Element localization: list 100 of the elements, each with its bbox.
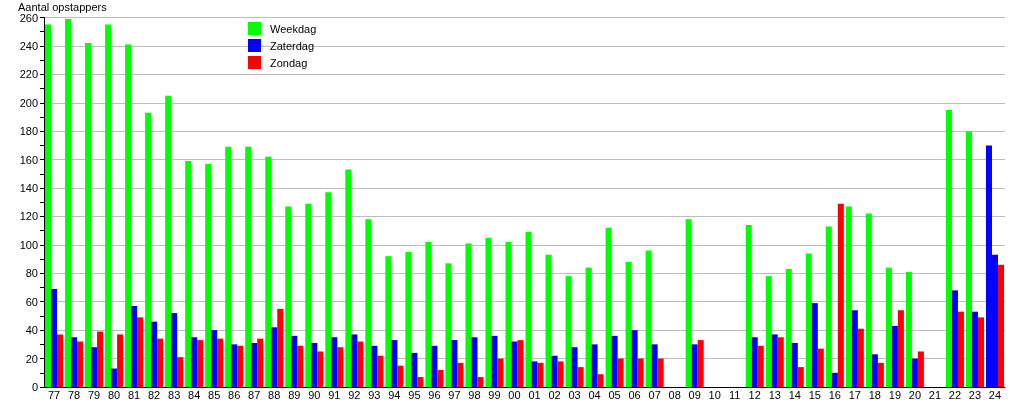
bar [685, 219, 692, 387]
x-tick-label: 18 [868, 388, 881, 400]
x-tick-label: 90 [308, 388, 321, 400]
bar [477, 377, 484, 387]
bar [817, 348, 824, 387]
bar [777, 337, 784, 387]
bar [397, 365, 404, 387]
x-tick-label: 86 [228, 388, 241, 400]
bar [605, 227, 612, 387]
bar [385, 256, 392, 387]
bar [225, 146, 232, 387]
bar [751, 337, 758, 387]
bar [765, 276, 772, 387]
x-tick-label: 00 [508, 388, 521, 400]
bar [471, 337, 478, 387]
x-tick-label: 97 [448, 388, 461, 400]
x-tick-label: 16 [828, 388, 841, 400]
bar [597, 374, 604, 387]
bar [877, 362, 884, 387]
bar [105, 24, 112, 387]
bar [957, 311, 964, 387]
x-tick-label: 95 [408, 388, 421, 400]
x-tick-label: 02 [548, 388, 561, 400]
bar [831, 372, 838, 387]
bar [837, 203, 844, 387]
y-axis-title: Aantal opstappers [18, 0, 108, 13]
x-tick-label: 05 [608, 388, 621, 400]
bar [497, 358, 504, 387]
bar [891, 325, 898, 387]
bar [657, 358, 664, 387]
bar [345, 169, 352, 387]
y-tick-label: 160 [19, 153, 38, 166]
x-tick-label: 12 [748, 388, 761, 400]
bar [791, 342, 798, 387]
y-tick-label: 80 [25, 267, 38, 280]
x-tick-label: 80 [107, 388, 121, 400]
bar [525, 232, 532, 387]
bar [285, 206, 292, 387]
bar [205, 163, 212, 387]
bar [591, 344, 598, 387]
x-tick-label: 19 [888, 388, 902, 400]
bar [977, 317, 984, 387]
bar [571, 347, 578, 387]
bar [91, 347, 98, 387]
x-tick-label: 81 [127, 388, 141, 400]
bar [971, 311, 978, 387]
bar [151, 321, 158, 387]
bar [351, 334, 358, 387]
y-tick-label: 40 [25, 324, 38, 337]
x-tick-label: 88 [268, 388, 281, 400]
y-tick-label: 100 [19, 238, 38, 251]
x-tick-label: 93 [368, 388, 381, 400]
bar [137, 317, 144, 387]
x-tick-label: 77 [47, 388, 61, 400]
x-tick-label: 03 [568, 388, 581, 400]
bar [757, 345, 764, 387]
bar [825, 226, 832, 387]
bar [857, 328, 864, 387]
y-tick-label: 220 [19, 68, 38, 81]
bar [57, 334, 64, 387]
x-tick-label: 08 [668, 388, 681, 400]
bar [185, 161, 192, 387]
x-tick-label: 84 [188, 388, 201, 400]
x-tick-label: 22 [948, 388, 962, 400]
x-tick-label: 94 [388, 388, 401, 400]
x-tick-label: 11 [729, 388, 741, 400]
bar [871, 354, 878, 387]
bar [457, 362, 464, 387]
bar [245, 146, 252, 387]
bar [951, 290, 958, 387]
bar [745, 224, 752, 387]
y-tick-label: 20 [25, 352, 38, 365]
bar [125, 44, 132, 387]
x-tick-label: 17 [848, 388, 861, 400]
x-tick-label: 15 [808, 388, 821, 400]
bar [885, 267, 892, 387]
bar [911, 358, 918, 387]
x-tick-label: 01 [528, 388, 541, 400]
x-tick-label: 78 [67, 388, 81, 400]
y-tick-label: 120 [19, 210, 38, 223]
x-tick-label: 87 [248, 388, 261, 400]
bar [611, 335, 618, 387]
bar [505, 242, 512, 387]
bar [771, 334, 778, 387]
x-tick-label: 14 [788, 388, 801, 400]
y-tick-label: 180 [19, 125, 38, 138]
bar [417, 377, 424, 387]
bar [557, 361, 564, 387]
bar [445, 263, 452, 387]
x-tick-label: 89 [288, 388, 301, 400]
bar [271, 327, 278, 387]
x-tick-label: 98 [468, 388, 481, 400]
bar [465, 243, 472, 387]
bar [405, 251, 412, 387]
bar [811, 303, 818, 387]
bar [637, 358, 644, 387]
bar [917, 351, 924, 387]
bar [785, 269, 792, 387]
bar [377, 355, 384, 387]
bar [297, 345, 304, 387]
